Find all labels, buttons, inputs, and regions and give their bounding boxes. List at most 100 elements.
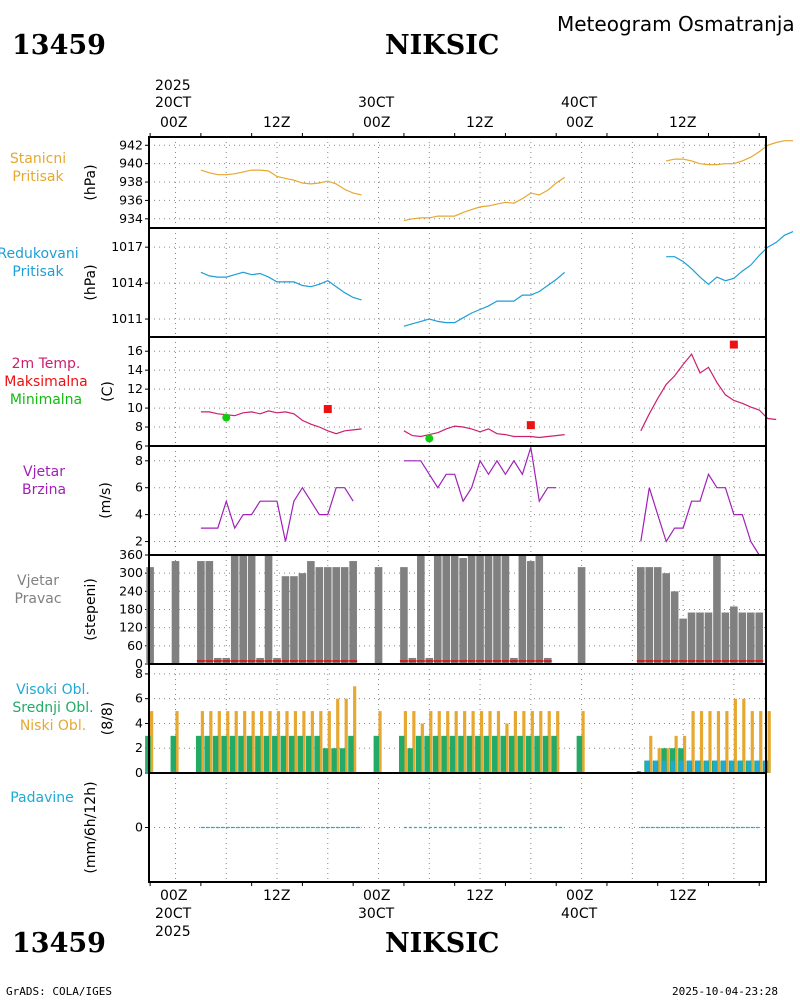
high-cloud-mark [526,771,531,773]
high-cloud-mark [399,771,404,773]
wind-calm-mark [484,660,493,662]
mid-cloud-bar [348,735,354,773]
panel-label: Srednji Obl. [12,700,93,716]
low-cloud-bar [530,711,534,773]
mid-cloud-bar [508,735,515,773]
wind-direction-bar [239,555,247,664]
low-cloud-bar [691,711,695,773]
wind-calm-mark [476,660,485,662]
high-cloud-mark [467,771,472,773]
wind-direction-bar [307,561,315,664]
y-tick-label: 2 [135,740,143,755]
high-cloud-mark [349,771,354,773]
y-tick-label: 936 [119,192,143,207]
high-cloud-mark [459,771,464,773]
high-cloud-mark [374,771,379,773]
mid-cloud-bar [475,735,481,773]
high-cloud-mark [484,771,489,773]
mid-cloud-bar [322,748,329,773]
panel-unit-label: (hPa) [83,164,99,200]
y-tick-label: 1017 [111,239,143,254]
series-line-wind-speed [403,447,557,503]
low-cloud-bar [733,698,737,773]
series-line-station-pressure [403,176,566,222]
mid-cloud-bar [373,735,380,773]
panel-label: Pravac [14,591,61,607]
y-tick-label: 360 [119,547,143,562]
low-cloud-bar [666,748,670,773]
bottom-date-0: 20CT [155,906,192,922]
mid-cloud-bar [576,735,583,773]
wind-calm-mark [264,660,273,662]
wind-calm-mark [315,660,324,662]
low-cloud-bar [243,711,247,773]
wind-direction-bar [340,567,349,664]
generation-timestamp: 2025-10-04-23:28 [672,985,778,998]
wind-calm-mark [645,660,654,662]
panel-unit-label: (hPa) [83,264,99,300]
low-cloud-bar [285,711,289,773]
high-cloud-mark [645,760,650,773]
bottom-date-1: 30CT [358,906,395,922]
low-cloud-bar [657,748,661,773]
wind-calm-mark [670,660,679,662]
wind-direction-bar [374,567,383,664]
high-cloud-mark [171,771,176,773]
wind-calm-mark [433,660,442,662]
low-cloud-bar [150,711,154,773]
high-cloud-mark [712,760,717,773]
high-cloud-mark [746,760,751,773]
high-cloud-mark [222,771,227,773]
wind-direction-bar [679,618,687,664]
wind-calm-mark [450,660,459,662]
wind-calm-mark [281,660,290,662]
station-id-bottom: 13459 [12,928,106,959]
low-cloud-bar [767,711,771,773]
low-cloud-bar [463,711,467,773]
panel-wind-direction: 0 60 120 180 240 300 360 Vjetar Pravac (stepeni) [14,547,767,671]
high-cloud-mark [340,771,345,773]
mid-cloud-bar [204,735,210,773]
high-cloud-mark [247,771,252,773]
low-cloud-bar [454,711,458,773]
low-cloud-bar [488,711,492,773]
low-cloud-bar [708,711,712,773]
meteogram-title: Meteogram Osmatranja [557,12,795,36]
low-cloud-bar [378,711,382,773]
mid-cloud-bar [483,735,490,773]
mid-cloud-bar [517,735,523,773]
high-cloud-mark [433,771,438,773]
high-cloud-mark [264,771,269,773]
wind-calm-mark [518,660,527,662]
wind-direction-bar [662,573,670,664]
y-tick-label: 6 [135,480,143,495]
wind-direction-bar [704,612,713,664]
top-date-2: 40CT [561,95,598,111]
high-cloud-mark [273,771,278,773]
mid-cloud-bar [195,735,202,773]
wind-direction-bar [518,555,527,664]
bottom-hour-12: 12Z [263,888,291,904]
high-cloud-mark [535,771,540,773]
low-cloud-bar [496,711,501,773]
mid-cloud-bar [221,735,227,773]
panel-unit-label: (m/s) [98,482,114,519]
mid-cloud-bar [458,735,464,773]
wind-direction-bar [637,567,645,664]
series-line-station-pressure [200,169,362,196]
low-cloud-bar [699,711,704,773]
wind-calm-mark [721,660,730,662]
high-cloud-mark [687,760,692,773]
mid-cloud-bar [432,735,439,773]
y-tick-label: 0 [135,656,143,671]
mid-cloud-bar [339,748,346,773]
mid-cloud-bar [492,735,498,773]
wind-calm-mark [306,660,315,662]
panel-label: Vjetar [23,464,65,480]
bottom-hour-60: 12Z [669,888,697,904]
high-cloud-mark [442,771,447,773]
mid-cloud-bar [398,735,405,773]
top-date-1: 30CT [358,95,395,111]
high-cloud-mark [315,771,320,773]
panel-label: Pritisak [12,264,64,280]
